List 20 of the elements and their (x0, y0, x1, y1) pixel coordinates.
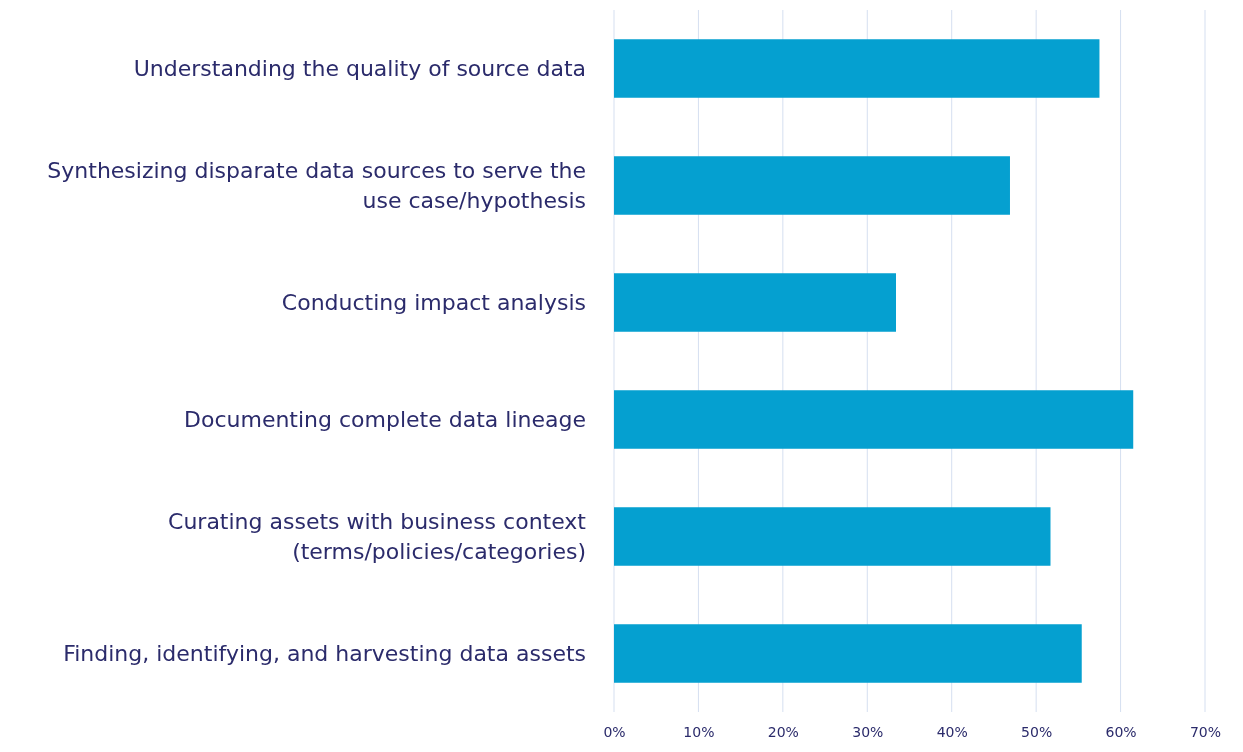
y-tick-label: Documenting complete data lineage (184, 407, 586, 433)
x-tick-label: 70% (1189, 724, 1222, 741)
x-tick-label: 20% (767, 724, 799, 741)
x-tick-label: 50% (1021, 724, 1053, 741)
y-tick-label: Conducting impact analysis (281, 290, 586, 316)
x-tick-label: 10% (683, 724, 715, 741)
bar (614, 624, 1082, 683)
y-tick-label: Synthesizing disparate data sources to serve the use case/hypothesis (47, 158, 586, 214)
bar (614, 273, 896, 332)
x-tick-label: 60% (1105, 724, 1137, 741)
y-tick-label: Finding, identifying, and harvesting data assets (63, 641, 586, 667)
y-tick-label: Understanding the quality of source data (133, 56, 586, 82)
bar (614, 390, 1134, 449)
bar (614, 507, 1051, 566)
y-tick-label: Curating assets with business context (terms/policies/categories) (168, 509, 587, 565)
bar (614, 39, 1100, 98)
x-tick-label: 30% (852, 724, 884, 741)
x-tick-label: 40% (936, 724, 968, 741)
bar (614, 156, 1010, 215)
x-tick-label: 0% (603, 724, 626, 741)
